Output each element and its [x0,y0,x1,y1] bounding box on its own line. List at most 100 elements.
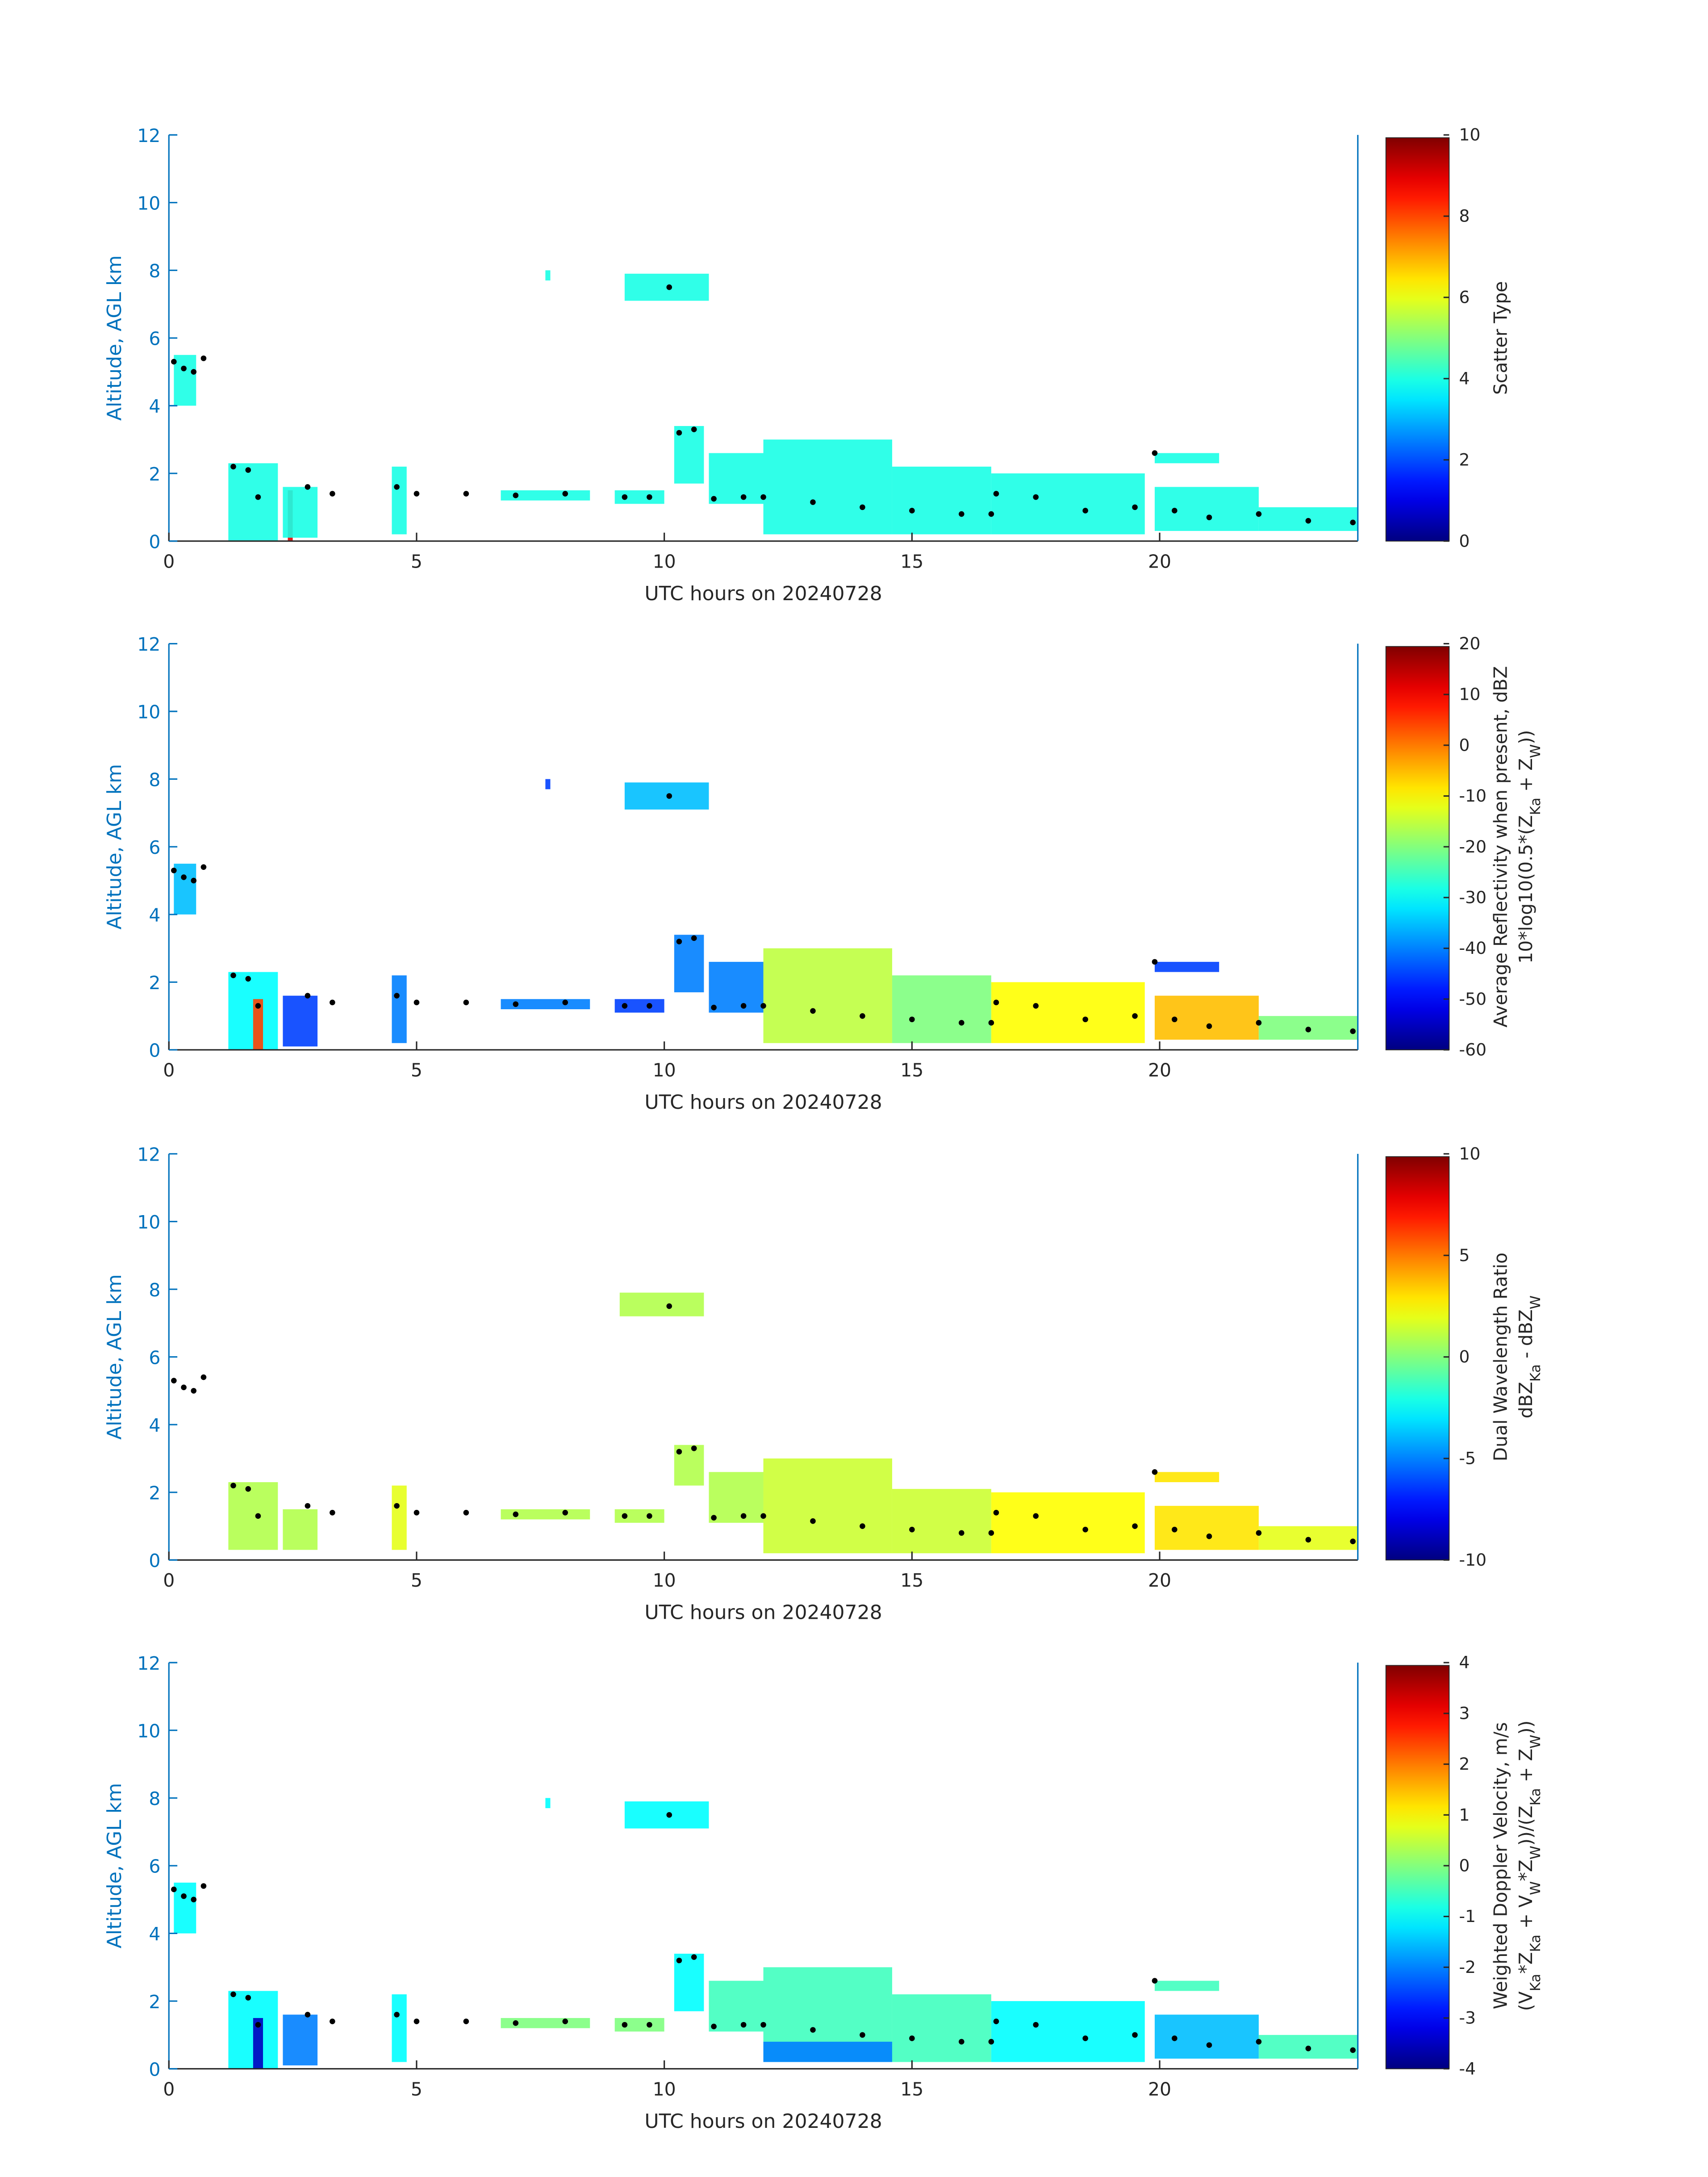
cloud-base-point [909,1016,915,1023]
cloud-base-point [230,464,236,470]
cloud-base-point [622,494,628,500]
cloud-base-point [330,491,335,497]
x-tick-label: 15 [900,2078,923,2100]
cloud-base-point [676,939,682,944]
cloud-base-point [1172,1016,1178,1023]
colorbar-tick-label: 8 [1459,206,1470,226]
x-tick-label: 0 [163,2078,175,2100]
subscript: Ka [1528,798,1544,815]
cloud-base-point [181,874,187,880]
y-tick-label: 4 [149,396,160,417]
x-tick-label: 0 [163,1060,175,1081]
cloud-base-point [647,1513,652,1519]
cloud-base-point [513,2020,519,2026]
echo-cell [892,1994,991,2062]
cloud-base-point [666,1303,672,1309]
cloud-base-point [1152,450,1158,456]
echo-cell [283,995,318,1047]
cloud-base-point [181,1893,187,1899]
colorbar-tick-label: 0 [1459,1855,1470,1875]
x-tick-label: 0 [163,551,175,572]
y-axis-label: Altitude, AGL km [103,1783,126,1949]
cloud-base-point [1256,1020,1262,1026]
y-tick-label: 0 [149,1040,160,1061]
echo-cell [1154,487,1259,531]
y-tick-label: 2 [149,972,160,994]
cloud-base-point [988,2039,994,2045]
colorbar-tick-label: 6 [1459,288,1470,307]
cloud-base-point [909,1526,915,1533]
cloud-base-point [988,511,994,517]
cloud-base-point [463,2018,469,2024]
echo-cell [253,999,263,1050]
cloud-base-point [1350,1538,1356,1544]
cloud-base-point [1172,1526,1178,1533]
colorbar-tick-label: 4 [1459,368,1470,388]
cloud-base-point [958,1020,965,1026]
echo-cell [228,972,278,1050]
cloud-base-point [993,999,999,1006]
cloud-base-point [1256,511,1262,517]
echo-cell [174,864,196,915]
cloud-base-point [909,2035,915,2041]
y-axis-label: Altitude, AGL km [103,255,126,421]
cloud-base-point [562,999,568,1006]
cloud-base-point [200,1883,207,1889]
colorbar-label: Dual Wavelength Ratio [1490,1253,1511,1462]
x-tick-label: 15 [900,551,923,572]
cloud-base-point [1206,514,1212,520]
y-tick-label: 4 [149,1923,160,1945]
colorbar-label: 10*log10(0.5*(ZKa + ZW)) [1515,730,1544,964]
colorbar-label: (VKa*ZKa + VW*ZW))/(ZKa + ZW)) [1515,1721,1544,2011]
label-part: + V [1515,1895,1537,1935]
cloud-base-point [958,1530,965,1536]
colorbar-tick-label: 20 [1459,634,1480,653]
label-part: + Z [1515,758,1537,798]
x-tick-label: 5 [411,1570,422,1591]
y-tick-label: 4 [149,905,160,926]
cloud-base-point [200,355,207,361]
cloud-base-point [1132,1523,1138,1529]
cloud-base-point [305,484,311,490]
cloud-base-point [810,1518,816,1524]
cloud-base-point [181,1384,187,1391]
cloud-base-point [622,1513,628,1519]
colorbar-label: Average Reflectivity when present, dBZ [1490,666,1511,1027]
cloud-base-point [860,1013,865,1019]
x-axis-label: UTC hours on 20240728 [644,1601,882,1624]
echo-cell [545,779,551,790]
echo-cell [991,2001,1145,2062]
cloud-base-point [1206,1023,1212,1029]
echo-cell [709,1472,764,1523]
y-tick-label: 0 [149,1550,160,1571]
label-part: )) [1515,730,1537,744]
echo-cell [892,1489,991,1554]
cloud-base-point [305,2012,311,2018]
colorbar-tick-label: 5 [1459,1245,1470,1265]
x-tick-label: 10 [653,2078,676,2100]
cloud-base-point [394,1503,400,1509]
cloud-base-point [255,1003,261,1009]
cloud-base-point [666,284,672,290]
echo-cell [283,1509,318,1550]
x-tick-label: 20 [1148,551,1171,572]
colorbar-tick-label: -50 [1459,989,1487,1009]
colorbar-tick-label: 0 [1459,531,1470,551]
echo-cell [763,439,892,535]
cloud-base-point [245,976,251,982]
cloud-base-point [909,508,915,514]
colorbar-tick-label: 3 [1459,1703,1470,1723]
cloud-base-point [711,2023,717,2030]
cloud-base-point [562,491,568,497]
echo-cell [283,487,318,538]
colorbar-tick-label: -30 [1459,887,1487,907]
cloud-base-point [993,2018,999,2024]
echo-cell [709,1981,764,2032]
echo-cell [174,1882,196,1934]
colorbar-tick-label: -2 [1459,1957,1476,1977]
cloud-base-point [1256,2039,1262,2045]
echo-cell [763,2042,892,2062]
cloud-base-point [413,491,420,497]
label-part: ))/(Z [1515,1805,1537,1846]
y-tick-label: 12 [137,1653,160,1674]
